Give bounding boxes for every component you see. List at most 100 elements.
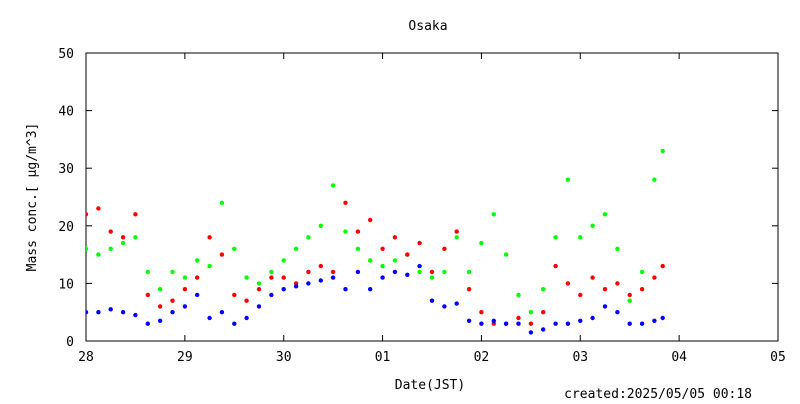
data-point [195, 292, 200, 298]
data-point [429, 275, 435, 280]
data-point [256, 304, 262, 309]
data-point [479, 321, 484, 326]
data-point [244, 298, 249, 303]
data-point [170, 298, 175, 303]
data-point [442, 304, 447, 309]
data-point [590, 275, 595, 280]
data-point [145, 321, 150, 326]
data-point [528, 310, 534, 315]
series-1 [86, 200, 665, 326]
data-point [269, 292, 274, 298]
data-point [578, 292, 583, 298]
data-point [157, 318, 163, 323]
data-point [133, 212, 138, 217]
data-point [96, 252, 101, 257]
plot-area [85, 52, 779, 342]
data-point [380, 263, 385, 269]
data-point [602, 212, 608, 217]
data-point [553, 263, 558, 269]
series-layer [86, 148, 665, 335]
data-point [429, 269, 435, 275]
y-axis-label: Mass conc.[ μg/m^3] [25, 123, 40, 272]
data-point [541, 327, 546, 332]
data-point [244, 275, 249, 280]
data-point [244, 315, 249, 321]
data-point [355, 229, 361, 234]
data-point [318, 278, 323, 283]
data-point [565, 281, 571, 286]
data-point [108, 229, 113, 234]
data-point [380, 246, 385, 251]
data-point [330, 183, 336, 188]
data-point [660, 148, 665, 154]
series-2 [86, 263, 665, 335]
data-point [405, 252, 410, 257]
data-point [528, 321, 534, 326]
chart-title: Osaka [408, 19, 447, 34]
data-point [207, 235, 212, 240]
data-point [590, 315, 595, 321]
data-point [120, 240, 126, 246]
data-point [330, 269, 336, 275]
data-point [503, 252, 509, 257]
data-point [170, 310, 175, 315]
data-point [368, 258, 373, 263]
data-point [454, 301, 459, 306]
data-point [503, 321, 509, 326]
data-point [553, 321, 558, 326]
data-point [306, 269, 311, 275]
data-point [96, 310, 101, 315]
data-point [343, 200, 348, 205]
data-point [219, 252, 225, 257]
data-point [627, 321, 632, 326]
data-point [343, 229, 348, 234]
data-point [293, 284, 299, 289]
data-point [120, 235, 126, 240]
data-point [86, 212, 89, 217]
data-point [306, 235, 311, 240]
data-point [615, 310, 620, 315]
data-point [491, 318, 496, 323]
data-point [442, 246, 447, 251]
data-point [652, 275, 657, 280]
x-tick-label: 29 [177, 350, 193, 365]
data-point [281, 258, 286, 263]
data-point [182, 304, 188, 309]
data-point [639, 269, 645, 275]
data-point [269, 269, 274, 275]
data-point [652, 177, 657, 182]
data-point [602, 287, 608, 292]
x-tick-label: 30 [276, 350, 292, 365]
data-point [256, 287, 262, 292]
x-axis-label: Date(JST) [395, 378, 465, 393]
data-point [232, 246, 237, 251]
data-point [541, 310, 546, 315]
data-point [491, 212, 496, 217]
data-point [417, 240, 422, 246]
data-point [182, 275, 188, 280]
data-point [627, 298, 632, 303]
data-point [578, 318, 583, 323]
data-point [355, 269, 361, 275]
data-point [660, 263, 665, 269]
data-point [133, 235, 138, 240]
data-point [145, 269, 150, 275]
data-point [256, 281, 262, 286]
data-point [318, 263, 323, 269]
plot-frame [85, 52, 779, 342]
data-point [639, 287, 645, 292]
y-tick-label: 30 [58, 162, 74, 177]
data-point [96, 206, 101, 211]
data-point [652, 318, 657, 323]
data-point [660, 315, 665, 321]
x-tick-label: 02 [474, 350, 490, 365]
data-point [368, 217, 373, 223]
data-point [466, 287, 472, 292]
data-point [639, 321, 645, 326]
data-point [516, 315, 521, 321]
y-tick-label: 20 [58, 220, 74, 235]
data-point [380, 275, 385, 280]
data-point [565, 321, 571, 326]
data-point [516, 292, 521, 298]
